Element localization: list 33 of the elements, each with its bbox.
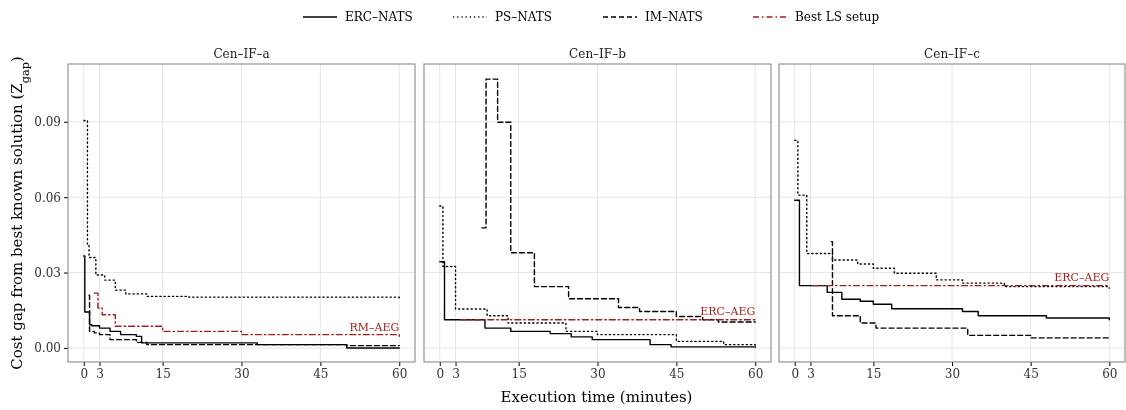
x-tick-label: 3 [96,366,104,381]
chart-title: Cen–IF–b [569,47,627,61]
chart-title: Cen–IF–c [924,47,981,61]
x-tick-label: 0 [791,366,800,381]
legend-label: PS–NATS [495,10,553,24]
y-tick-label: 0.00 [34,341,61,356]
x-tick-label: 0 [80,366,89,381]
x-tick-label: 45 [669,366,685,381]
x-tick-label: 45 [1023,366,1039,381]
y-tick-label: 0.09 [34,115,61,130]
x-tick-label: 60 [748,366,764,381]
x-axis-title: Execution time (minutes) [500,388,693,406]
x-tick-label: 15 [866,366,882,381]
annotation: ERC–AEG [1054,270,1110,284]
x-tick-label: 30 [944,366,961,381]
y-tick-label: 0.03 [34,265,61,280]
x-tick-label: 60 [1102,366,1118,381]
x-tick-label: 0 [436,366,445,381]
x-tick-label: 3 [452,366,460,381]
x-tick-label: 30 [234,366,250,381]
x-tick-label: 45 [313,366,329,381]
annotation: RM–AEG [349,321,400,335]
chart-title: Cen–IF–a [213,47,270,61]
x-tick-label: 15 [511,366,527,381]
legend-label: IM–NATS [645,10,703,24]
x-tick-label: 3 [807,366,815,381]
x-tick-label: 30 [590,366,606,381]
x-tick-label: 15 [155,366,171,381]
x-tick-label: 60 [392,366,408,381]
legend-label: Best LS setup [795,10,880,24]
legend-label: ERC–NATS [345,10,413,24]
annotation: ERC–AEG [700,304,756,318]
y-tick-label: 0.06 [34,190,61,205]
